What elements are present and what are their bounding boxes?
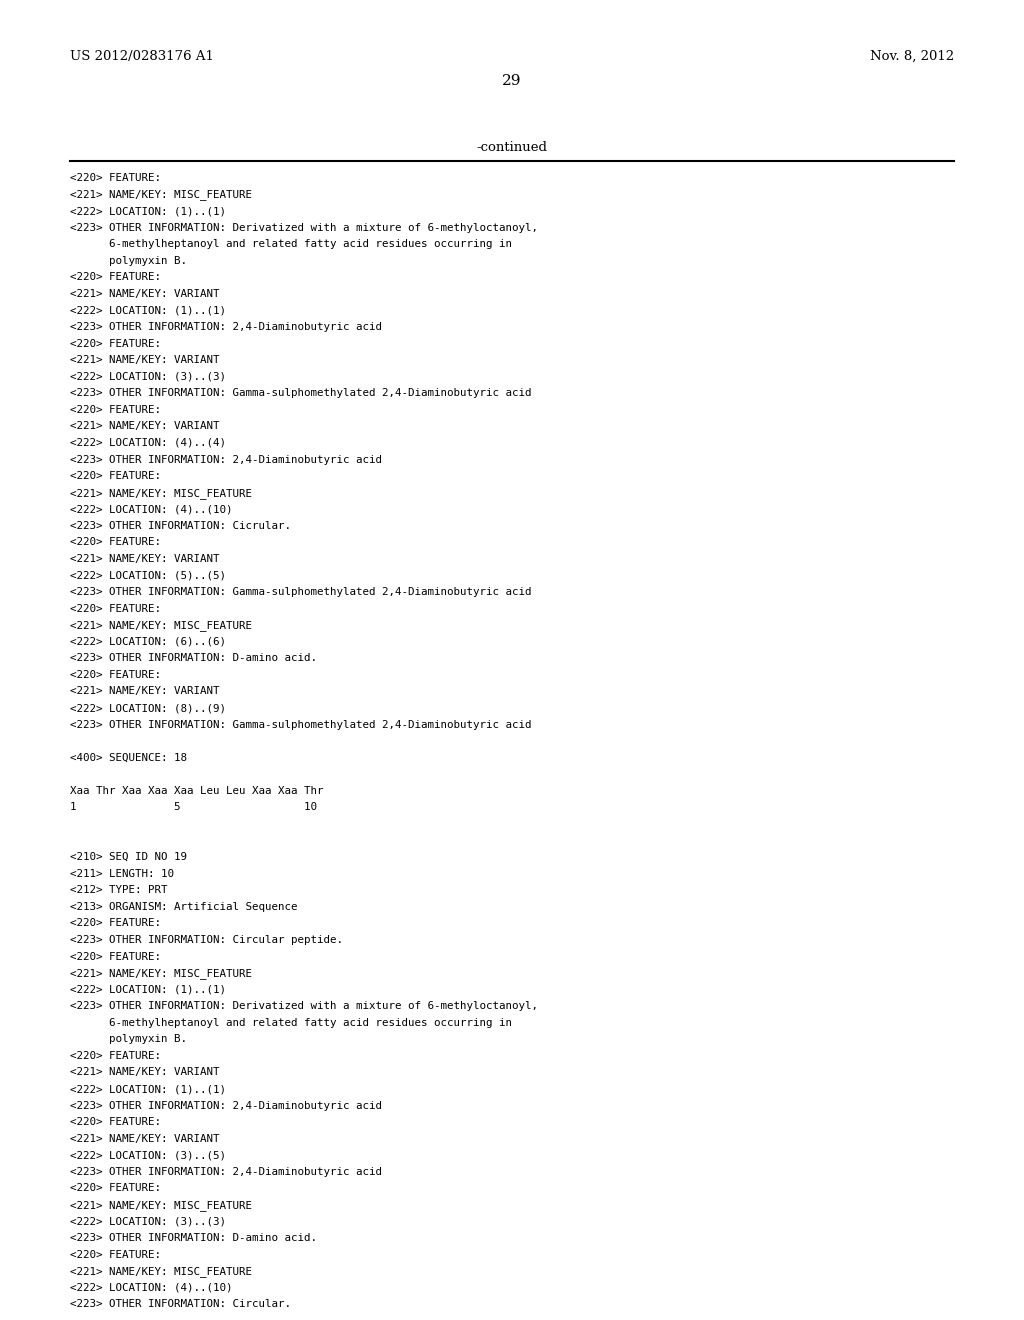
Text: <222> LOCATION: (1)..(1): <222> LOCATION: (1)..(1) — [70, 1084, 225, 1094]
Text: <220> FEATURE:: <220> FEATURE: — [70, 919, 161, 928]
Text: US 2012/0283176 A1: US 2012/0283176 A1 — [70, 50, 214, 63]
Text: <222> LOCATION: (1)..(1): <222> LOCATION: (1)..(1) — [70, 305, 225, 315]
Text: <212> TYPE: PRT: <212> TYPE: PRT — [70, 886, 167, 895]
Text: <220> FEATURE:: <220> FEATURE: — [70, 272, 161, 282]
Text: <222> LOCATION: (5)..(5): <222> LOCATION: (5)..(5) — [70, 570, 225, 581]
Text: <223> OTHER INFORMATION: Derivatized with a mixture of 6-methyloctanoyl,: <223> OTHER INFORMATION: Derivatized wit… — [70, 223, 538, 232]
Text: polymyxin B.: polymyxin B. — [70, 1035, 186, 1044]
Text: <211> LENGTH: 10: <211> LENGTH: 10 — [70, 869, 174, 879]
Text: <220> FEATURE:: <220> FEATURE: — [70, 471, 161, 480]
Text: polymyxin B.: polymyxin B. — [70, 256, 186, 265]
Text: <220> FEATURE:: <220> FEATURE: — [70, 1051, 161, 1061]
Text: <220> FEATURE:: <220> FEATURE: — [70, 1184, 161, 1193]
Text: <210> SEQ ID NO 19: <210> SEQ ID NO 19 — [70, 853, 186, 862]
Text: <221> NAME/KEY: MISC_FEATURE: <221> NAME/KEY: MISC_FEATURE — [70, 487, 252, 499]
Text: <223> OTHER INFORMATION: Circular.: <223> OTHER INFORMATION: Circular. — [70, 1299, 291, 1309]
Text: <223> OTHER INFORMATION: 2,4-Diaminobutyric acid: <223> OTHER INFORMATION: 2,4-Diaminobuty… — [70, 454, 382, 465]
Text: <220> FEATURE:: <220> FEATURE: — [70, 338, 161, 348]
Text: <223> OTHER INFORMATION: Circular peptide.: <223> OTHER INFORMATION: Circular peptid… — [70, 935, 343, 945]
Text: <223> OTHER INFORMATION: Derivatized with a mixture of 6-methyloctanoyl,: <223> OTHER INFORMATION: Derivatized wit… — [70, 1002, 538, 1011]
Text: <221> NAME/KEY: MISC_FEATURE: <221> NAME/KEY: MISC_FEATURE — [70, 968, 252, 979]
Text: <221> NAME/KEY: VARIANT: <221> NAME/KEY: VARIANT — [70, 289, 219, 298]
Text: <223> OTHER INFORMATION: 2,4-Diaminobutyric acid: <223> OTHER INFORMATION: 2,4-Diaminobuty… — [70, 1167, 382, 1177]
Text: <222> LOCATION: (4)..(4): <222> LOCATION: (4)..(4) — [70, 438, 225, 447]
Text: <220> FEATURE:: <220> FEATURE: — [70, 1250, 161, 1259]
Text: 6-methylheptanoyl and related fatty acid residues occurring in: 6-methylheptanoyl and related fatty acid… — [70, 239, 512, 249]
Text: <223> OTHER INFORMATION: D-amino acid.: <223> OTHER INFORMATION: D-amino acid. — [70, 1233, 316, 1243]
Text: <213> ORGANISM: Artificial Sequence: <213> ORGANISM: Artificial Sequence — [70, 902, 297, 912]
Text: <221> NAME/KEY: MISC_FEATURE: <221> NAME/KEY: MISC_FEATURE — [70, 1266, 252, 1278]
Text: <222> LOCATION: (3)..(3): <222> LOCATION: (3)..(3) — [70, 372, 225, 381]
Text: Nov. 8, 2012: Nov. 8, 2012 — [870, 50, 954, 63]
Text: <221> NAME/KEY: VARIANT: <221> NAME/KEY: VARIANT — [70, 554, 219, 564]
Text: <221> NAME/KEY: VARIANT: <221> NAME/KEY: VARIANT — [70, 1134, 219, 1143]
Text: <222> LOCATION: (4)..(10): <222> LOCATION: (4)..(10) — [70, 504, 232, 515]
Text: <220> FEATURE:: <220> FEATURE: — [70, 952, 161, 961]
Text: <220> FEATURE:: <220> FEATURE: — [70, 537, 161, 548]
Text: <223> OTHER INFORMATION: Cicrular.: <223> OTHER INFORMATION: Cicrular. — [70, 521, 291, 531]
Text: <223> OTHER INFORMATION: Gamma-sulphomethylated 2,4-Diaminobutyric acid: <223> OTHER INFORMATION: Gamma-sulphomet… — [70, 587, 531, 597]
Text: 29: 29 — [502, 74, 522, 88]
Text: <221> NAME/KEY: MISC_FEATURE: <221> NAME/KEY: MISC_FEATURE — [70, 190, 252, 201]
Text: <220> FEATURE:: <220> FEATURE: — [70, 1117, 161, 1127]
Text: Xaa Thr Xaa Xaa Xaa Leu Leu Xaa Xaa Thr: Xaa Thr Xaa Xaa Xaa Leu Leu Xaa Xaa Thr — [70, 785, 324, 796]
Text: <222> LOCATION: (8)..(9): <222> LOCATION: (8)..(9) — [70, 704, 225, 713]
Text: <223> OTHER INFORMATION: Gamma-sulphomethylated 2,4-Diaminobutyric acid: <223> OTHER INFORMATION: Gamma-sulphomet… — [70, 719, 531, 730]
Text: <221> NAME/KEY: MISC_FEATURE: <221> NAME/KEY: MISC_FEATURE — [70, 620, 252, 631]
Text: <221> NAME/KEY: VARIANT: <221> NAME/KEY: VARIANT — [70, 355, 219, 366]
Text: <222> LOCATION: (3)..(3): <222> LOCATION: (3)..(3) — [70, 1217, 225, 1226]
Text: <222> LOCATION: (6)..(6): <222> LOCATION: (6)..(6) — [70, 636, 225, 647]
Text: <220> FEATURE:: <220> FEATURE: — [70, 671, 161, 680]
Text: <222> LOCATION: (1)..(1): <222> LOCATION: (1)..(1) — [70, 206, 225, 216]
Text: <223> OTHER INFORMATION: D-amino acid.: <223> OTHER INFORMATION: D-amino acid. — [70, 653, 316, 664]
Text: <222> LOCATION: (1)..(1): <222> LOCATION: (1)..(1) — [70, 985, 225, 995]
Text: <221> NAME/KEY: VARIANT: <221> NAME/KEY: VARIANT — [70, 421, 219, 432]
Text: <221> NAME/KEY: VARIANT: <221> NAME/KEY: VARIANT — [70, 1068, 219, 1077]
Text: <400> SEQUENCE: 18: <400> SEQUENCE: 18 — [70, 752, 186, 763]
Text: <223> OTHER INFORMATION: 2,4-Diaminobutyric acid: <223> OTHER INFORMATION: 2,4-Diaminobuty… — [70, 322, 382, 333]
Text: <221> NAME/KEY: VARIANT: <221> NAME/KEY: VARIANT — [70, 686, 219, 697]
Text: <220> FEATURE:: <220> FEATURE: — [70, 405, 161, 414]
Text: -continued: -continued — [476, 141, 548, 154]
Text: <220> FEATURE:: <220> FEATURE: — [70, 173, 161, 183]
Text: <220> FEATURE:: <220> FEATURE: — [70, 603, 161, 614]
Text: <223> OTHER INFORMATION: Gamma-sulphomethylated 2,4-Diaminobutyric acid: <223> OTHER INFORMATION: Gamma-sulphomet… — [70, 388, 531, 399]
Text: <222> LOCATION: (3)..(5): <222> LOCATION: (3)..(5) — [70, 1150, 225, 1160]
Text: <223> OTHER INFORMATION: 2,4-Diaminobutyric acid: <223> OTHER INFORMATION: 2,4-Diaminobuty… — [70, 1101, 382, 1110]
Text: <222> LOCATION: (4)..(10): <222> LOCATION: (4)..(10) — [70, 1283, 232, 1292]
Text: 1               5                   10: 1 5 10 — [70, 803, 316, 812]
Text: 6-methylheptanoyl and related fatty acid residues occurring in: 6-methylheptanoyl and related fatty acid… — [70, 1018, 512, 1028]
Text: <221> NAME/KEY: MISC_FEATURE: <221> NAME/KEY: MISC_FEATURE — [70, 1200, 252, 1210]
